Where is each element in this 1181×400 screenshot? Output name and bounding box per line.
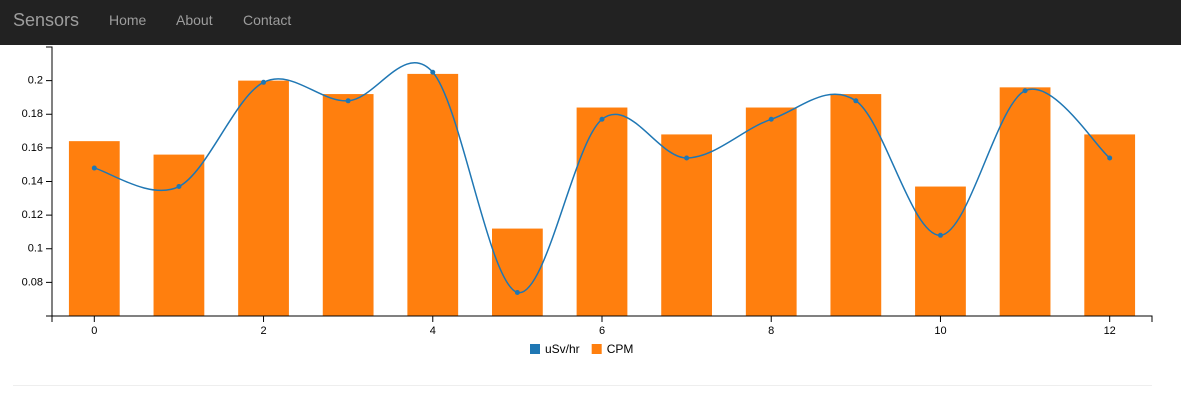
bar	[1084, 134, 1136, 316]
point	[768, 116, 774, 122]
bar	[999, 87, 1051, 316]
point	[514, 289, 520, 295]
x-tick-label: 0	[91, 325, 97, 337]
point	[430, 69, 436, 75]
x-tick-label: 6	[599, 325, 605, 337]
legend-swatch	[591, 344, 602, 354]
divider	[13, 385, 1152, 386]
y-tick-label: 0.16	[22, 142, 43, 154]
y-tick-label: 0.14	[22, 175, 43, 187]
nav-link[interactable]: Home	[109, 12, 147, 28]
x-tick-label: 12	[1104, 325, 1116, 337]
bar	[830, 94, 882, 316]
point	[853, 98, 859, 104]
x-tick-label: 8	[768, 325, 774, 337]
navbar: Sensors Home About Contact	[0, 0, 1181, 45]
y-tick-label: 0.18	[22, 108, 43, 120]
point	[1022, 88, 1028, 94]
chart: 0.08 0.1 0.12 0.14 0.16 0.18 0.2 0 2 4 6 8 10 12 uSv/h…	[22, 46, 1153, 356]
x-tick-label: 10	[934, 325, 946, 337]
bar	[915, 186, 966, 316]
point	[345, 98, 351, 104]
legend-label: uSv/hr	[545, 342, 580, 356]
y-tick-label: 0.12	[22, 209, 43, 221]
x-tick-label: 4	[430, 325, 436, 337]
bar	[407, 73, 459, 317]
legend-swatch	[530, 344, 540, 354]
point	[261, 79, 267, 85]
point	[91, 165, 97, 171]
bar	[322, 94, 374, 316]
x-tick-label: 2	[260, 325, 266, 337]
nav-link[interactable]: Contact	[243, 12, 292, 28]
point	[684, 155, 690, 161]
bar	[153, 154, 205, 316]
bar	[492, 228, 543, 316]
point	[1107, 155, 1113, 161]
nav-link[interactable]: About	[176, 12, 213, 28]
brand[interactable]: Sensors	[13, 10, 80, 30]
point	[599, 116, 605, 122]
point	[937, 232, 943, 238]
bar	[745, 107, 797, 317]
legend-label: CPM	[607, 342, 634, 356]
bar	[576, 107, 628, 317]
y-tick-label: 0.1	[28, 243, 43, 255]
bar	[238, 80, 289, 316]
point	[176, 184, 182, 190]
y-tick-label: 0.2	[28, 75, 43, 87]
y-tick-label: 0.08	[22, 276, 43, 288]
bar	[661, 134, 712, 316]
